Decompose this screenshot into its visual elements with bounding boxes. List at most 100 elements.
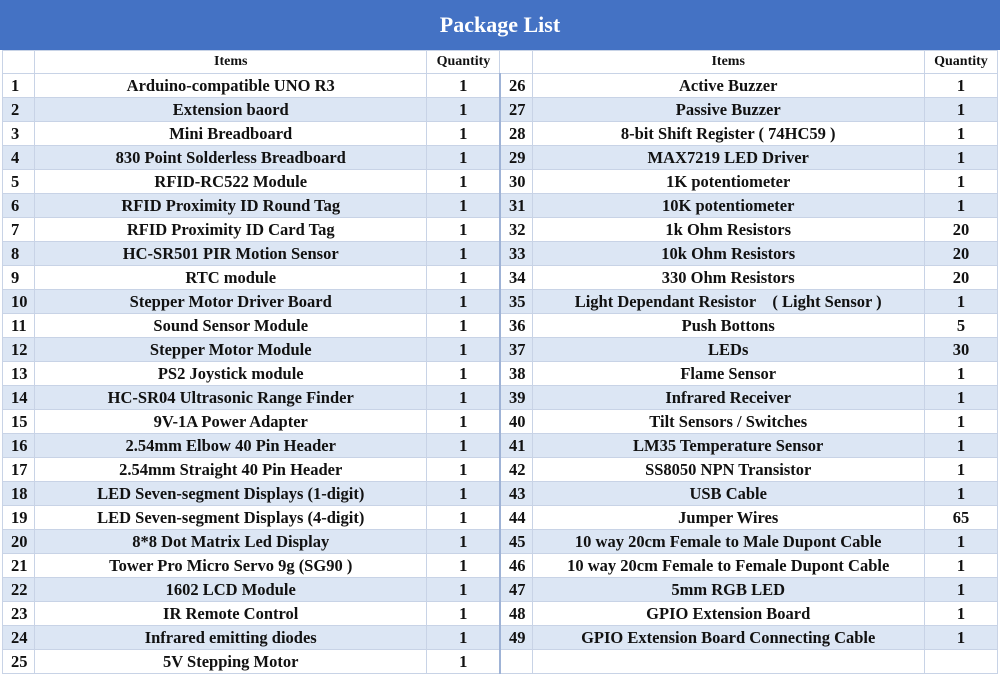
table-row: 25 5V Stepping Motor 1	[1, 649, 999, 674]
cell-right-item: 1k Ohm Resistors	[531, 217, 925, 242]
cell-left-number: 15	[1, 409, 36, 434]
cell-left-number: 12	[1, 337, 36, 362]
cell-left-number: 6	[1, 193, 36, 218]
cell-left-number: 2	[1, 97, 36, 122]
cell-left-item: 2.54mm Straight 40 Pin Header	[34, 457, 428, 482]
header-number-right	[499, 50, 533, 74]
cell-left-number: 20	[1, 529, 36, 554]
cell-right-number: 37	[498, 337, 533, 362]
table-row: 24 Infrared emitting diodes 1 49 GPIO Extens…	[1, 625, 999, 650]
cell-left-quantity: 1	[426, 145, 501, 170]
table-row: 10 Stepper Motor Driver Board 1 35 Light Dep…	[1, 289, 999, 314]
cell-right-item: 10k Ohm Resistors	[531, 241, 925, 266]
cell-right-quantity: 1	[923, 97, 999, 122]
cell-left-quantity: 1	[426, 193, 501, 218]
cell-left-quantity: 1	[426, 553, 501, 578]
cell-left-item: Stepper Motor Module	[34, 337, 428, 362]
cell-left-number: 9	[1, 265, 36, 290]
cell-left-item: HC-SR04 Ultrasonic Range Finder	[34, 385, 428, 410]
page-title: Package List	[0, 0, 1000, 50]
cell-right-item: GPIO Extension Board	[531, 601, 925, 626]
cell-left-number: 19	[1, 505, 36, 530]
cell-left-item: Infrared emitting diodes	[34, 625, 428, 650]
cell-left-quantity: 1	[426, 169, 501, 194]
cell-right-quantity: 1	[923, 289, 999, 314]
cell-right-quantity	[923, 649, 999, 674]
cell-right-number: 44	[498, 505, 533, 530]
cell-right-item: GPIO Extension Board Connecting Cable	[531, 625, 925, 650]
cell-right-number: 32	[498, 217, 533, 242]
cell-left-item: 830 Point Solderless Breadboard	[34, 145, 428, 170]
cell-right-item: Jumper Wires	[531, 505, 925, 530]
cell-left-quantity: 1	[426, 313, 501, 338]
cell-left-item: Mini Breadboard	[34, 121, 428, 146]
cell-right-quantity: 1	[923, 577, 999, 602]
cell-left-quantity: 1	[426, 433, 501, 458]
cell-right-quantity: 65	[923, 505, 999, 530]
table-row: 17 2.54mm Straight 40 Pin Header 1 42 SS8050…	[1, 457, 999, 482]
cell-right-quantity: 1	[923, 529, 999, 554]
cell-right-item: 10 way 20cm Female to Female Dupont Cabl…	[531, 553, 925, 578]
cell-left-quantity: 1	[426, 481, 501, 506]
cell-left-item: 9V-1A Power Adapter	[34, 409, 428, 434]
table-row: 12 Stepper Motor Module 1 37 LEDs 30	[1, 337, 999, 362]
cell-right-number: 28	[498, 121, 533, 146]
cell-right-quantity: 1	[923, 145, 999, 170]
cell-left-quantity: 1	[426, 337, 501, 362]
cell-right-quantity: 1	[923, 481, 999, 506]
cell-right-number	[498, 649, 533, 674]
table-row: 1 Arduino-compatible UNO R3 1 26 Active Buzz…	[1, 73, 999, 98]
cell-right-number: 35	[498, 289, 533, 314]
cell-left-quantity: 1	[426, 601, 501, 626]
cell-right-item: Tilt Sensors / Switches	[531, 409, 925, 434]
cell-right-item: SS8050 NPN Transistor	[531, 457, 925, 482]
cell-right-item: 330 Ohm Resistors	[531, 265, 925, 290]
table-row: 15 9V-1A Power Adapter 1 40 Tilt Sensors / S…	[1, 409, 999, 434]
cell-right-number: 36	[498, 313, 533, 338]
cell-left-number: 17	[1, 457, 36, 482]
cell-right-item: Light Dependant Resistor ( Light Sensor …	[531, 289, 925, 314]
table-row: 5 RFID-RC522 Module 1 30 1K potentiometer 1	[1, 169, 999, 194]
cell-right-quantity: 1	[923, 73, 999, 98]
cell-right-quantity: 1	[923, 193, 999, 218]
cell-left-item: 2.54mm Elbow 40 Pin Header	[34, 433, 428, 458]
header-quantity-left: Quantity	[426, 50, 501, 74]
cell-right-quantity: 1	[923, 553, 999, 578]
cell-right-item: Passive Buzzer	[531, 97, 925, 122]
cell-left-number: 23	[1, 601, 36, 626]
cell-left-quantity: 1	[426, 289, 501, 314]
cell-left-quantity: 1	[426, 529, 501, 554]
cell-right-number: 42	[498, 457, 533, 482]
cell-right-item	[531, 649, 925, 674]
table-row: 9 RTC module 1 34 330 Ohm Resistors 20	[1, 265, 999, 290]
table-row: 19 LED Seven-segment Displays (4-digit) 1 4…	[1, 505, 999, 530]
cell-right-number: 48	[498, 601, 533, 626]
header-quantity-right: Quantity	[923, 50, 999, 74]
cell-left-quantity: 1	[426, 577, 501, 602]
cell-right-quantity: 1	[923, 409, 999, 434]
cell-left-item: Sound Sensor Module	[34, 313, 428, 338]
cell-left-number: 16	[1, 433, 36, 458]
cell-left-number: 11	[1, 313, 36, 338]
cell-left-quantity: 1	[426, 625, 501, 650]
cell-right-number: 43	[498, 481, 533, 506]
cell-right-item: Push Bottons	[531, 313, 925, 338]
cell-right-number: 38	[498, 361, 533, 386]
cell-left-item: 8*8 Dot Matrix Led Display	[34, 529, 428, 554]
cell-right-item: 8-bit Shift Register ( 74HC59 )	[531, 121, 925, 146]
cell-left-item: PS2 Joystick module	[34, 361, 428, 386]
cell-right-quantity: 20	[923, 265, 999, 290]
cell-right-item: Flame Sensor	[531, 361, 925, 386]
cell-left-item: Extension baord	[34, 97, 428, 122]
cell-right-number: 27	[498, 97, 533, 122]
cell-left-quantity: 1	[426, 217, 501, 242]
cell-left-number: 10	[1, 289, 36, 314]
table-row: 18 LED Seven-segment Displays (1-digit) 1 4…	[1, 481, 999, 506]
cell-left-number: 1	[1, 73, 36, 98]
cell-right-quantity: 30	[923, 337, 999, 362]
table-row: 22 1602 LCD Module 1 47 5mm RGB LED 1	[1, 577, 999, 602]
cell-right-quantity: 1	[923, 433, 999, 458]
cell-left-number: 13	[1, 361, 36, 386]
cell-right-number: 33	[498, 241, 533, 266]
